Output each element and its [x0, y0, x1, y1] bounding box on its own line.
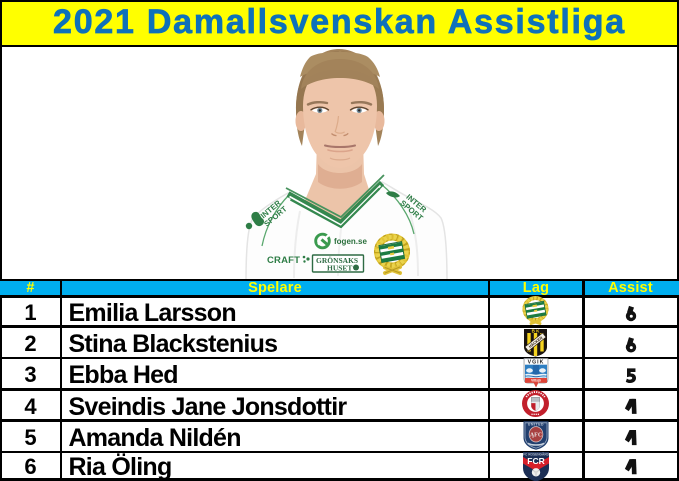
- svg-text:ĄFC: ĄFC: [530, 433, 542, 439]
- svg-text:GRÖNSAKS: GRÖNSAKS: [316, 256, 358, 265]
- svg-text:CRAFT: CRAFT: [267, 255, 300, 266]
- svg-text:FCR: FCR: [527, 456, 544, 466]
- svg-text:Vittsjö: Vittsjö: [531, 379, 541, 383]
- svg-text:fogen.se: fogen.se: [334, 237, 367, 246]
- svg-text:UNITED: UNITED: [528, 422, 544, 426]
- svg-text:B K: B K: [532, 328, 541, 333]
- svg-text:FC ROSENGÅRD: FC ROSENGÅRD: [523, 452, 550, 457]
- svg-text:HUSET: HUSET: [327, 264, 352, 273]
- svg-text:VGIK: VGIK: [528, 360, 545, 366]
